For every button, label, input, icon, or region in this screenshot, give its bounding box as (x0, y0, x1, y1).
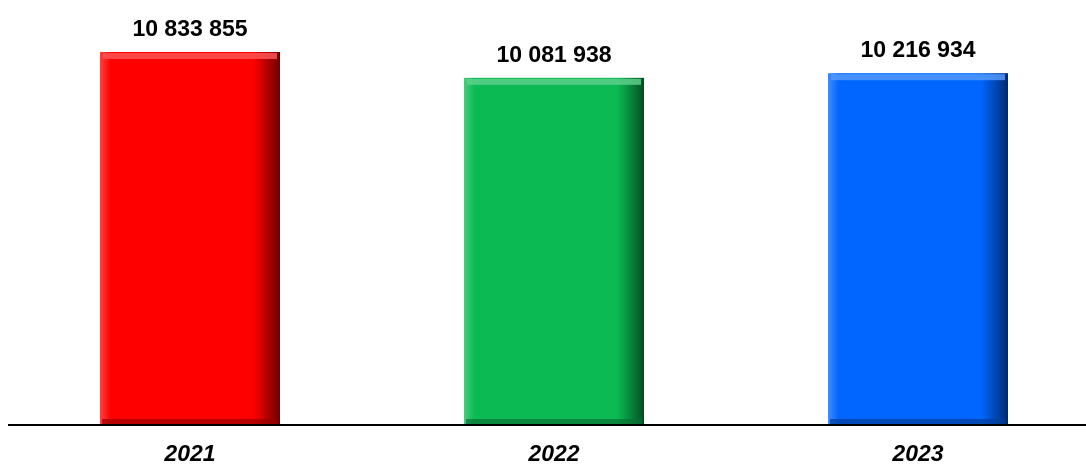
bar-highlight-2022 (467, 78, 641, 85)
x-tick-label-2022: 2022 (527, 440, 579, 464)
bars-group (100, 52, 1008, 425)
value-label-2022: 10 081 938 (496, 41, 611, 67)
bar-2022 (464, 77, 644, 425)
value-label-2021: 10 833 855 (132, 15, 247, 41)
bar-base-shadow-2022 (466, 419, 642, 424)
bar-highlight-2021 (103, 53, 277, 59)
x-tick-label-2021: 2021 (163, 440, 215, 464)
bar-base-shadow-2021 (102, 419, 278, 424)
value-labels-group: 10 833 855 10 081 938 10 216 934 (132, 15, 975, 67)
bar-base-shadow-2023 (830, 419, 1006, 424)
bar-2021 (100, 52, 280, 424)
x-tick-label-2023: 2023 (891, 440, 943, 464)
value-label-2023: 10 216 934 (860, 36, 975, 62)
bar-2023 (828, 73, 1008, 424)
x-tick-labels-group: 2021 2022 2023 (163, 440, 943, 464)
bar-highlight-2023 (831, 74, 1005, 81)
